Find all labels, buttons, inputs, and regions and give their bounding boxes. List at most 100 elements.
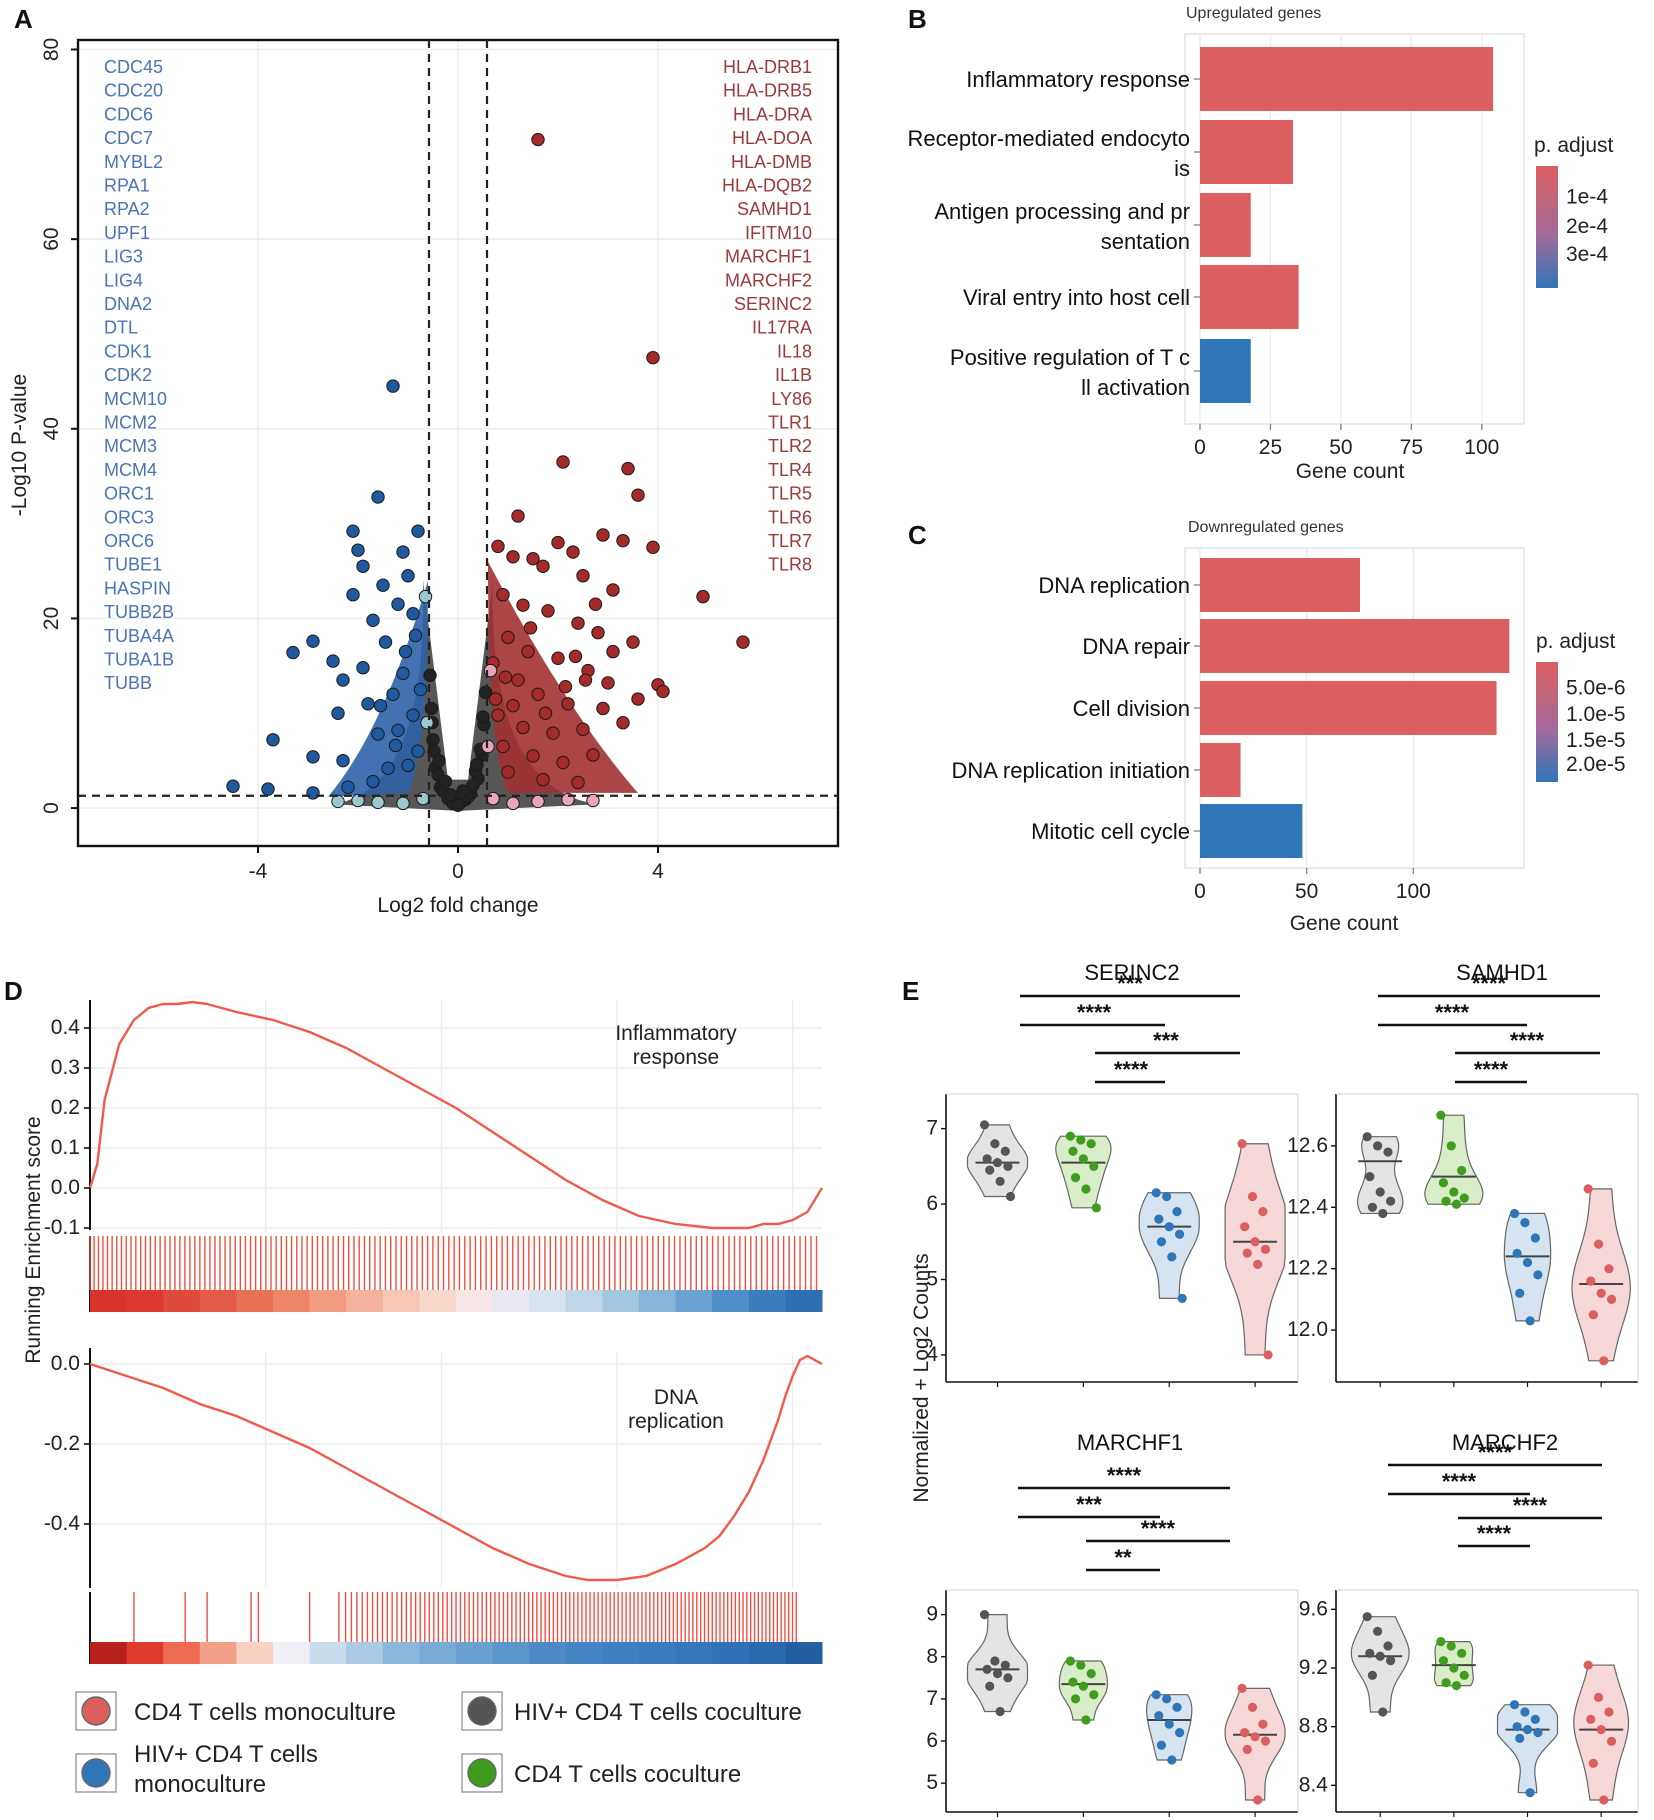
gsea-y-tick-label: 0.4 xyxy=(51,1016,81,1039)
down-gene-label: MCM10 xyxy=(104,389,167,409)
down-gene-label: RPA1 xyxy=(104,176,150,196)
volcano-point-up xyxy=(501,630,515,645)
violin-point xyxy=(1081,1715,1091,1725)
go-up-bars xyxy=(1200,47,1494,403)
violin-shape xyxy=(1055,1135,1112,1209)
violin-point xyxy=(1457,1165,1467,1176)
violin-point xyxy=(1606,1736,1617,1746)
volcano-up-cloud xyxy=(488,561,638,793)
violin-point xyxy=(1438,1656,1449,1666)
violin-y-tick-label: 8 xyxy=(926,1645,938,1668)
volcano-point-down xyxy=(413,682,428,697)
gsea-rank-cell xyxy=(602,1642,640,1664)
volcano-point-up xyxy=(506,550,520,564)
violin-point xyxy=(1522,1257,1533,1268)
violin-plots: Normalized + Log2 Counts SERINC2********… xyxy=(910,960,1639,1817)
violin-point xyxy=(1065,1131,1075,1141)
volcano-point-down xyxy=(351,543,365,557)
gsea-y-tick-label: 0.3 xyxy=(51,1056,80,1079)
violin-point xyxy=(1383,1147,1393,1157)
violin-point xyxy=(985,1165,995,1175)
significance-label: **** xyxy=(1114,1057,1149,1082)
violin-point xyxy=(1070,1694,1081,1704)
gsea-y-tick-label: -0.4 xyxy=(44,1512,81,1535)
significance-label: *** xyxy=(1153,1028,1179,1053)
violin-y-tick-label: 12.4 xyxy=(1287,1195,1328,1218)
volcano-point-up xyxy=(551,535,565,550)
go-down-legend-title: p. adjust xyxy=(1536,630,1616,653)
volcano-point-neutral xyxy=(456,784,470,798)
volcano-point-down xyxy=(411,744,425,758)
gsea-rank-cell xyxy=(382,1642,420,1664)
volcano-point-up xyxy=(491,708,505,722)
volcano-point-down xyxy=(356,661,370,675)
violin-point xyxy=(1583,1660,1593,1670)
violin-point xyxy=(990,1656,1000,1666)
violin-point xyxy=(1533,1727,1543,1738)
down-gene-label: CDK1 xyxy=(104,341,152,361)
volcano-point-down xyxy=(391,723,405,738)
violin-point xyxy=(1237,1139,1247,1149)
up-gene-label: IL17RA xyxy=(752,318,812,338)
volcano-point-down xyxy=(391,597,405,611)
volcano-point-up xyxy=(541,604,555,618)
go-category-label: Inflammatory response xyxy=(966,67,1190,92)
legend-label-hiv-monoculture-line1: HIV+ CD4 T cells xyxy=(134,1741,318,1768)
violin-point xyxy=(1586,1714,1596,1724)
volcano-point-neutral xyxy=(424,701,439,716)
violin-point xyxy=(1367,1670,1377,1680)
go-x-tick-label: 100 xyxy=(1464,436,1499,459)
up-gene-label: HLA-DRB5 xyxy=(723,81,812,101)
gsea-rank-cell xyxy=(382,1290,420,1312)
violin-point xyxy=(1530,1233,1540,1243)
violin-point xyxy=(1091,1203,1101,1213)
go-category-label: Receptor-mediated endocyto xyxy=(908,126,1191,151)
violin-point xyxy=(1000,1146,1010,1156)
violin-point xyxy=(1003,1161,1013,1171)
significance-label: **** xyxy=(1513,1493,1548,1518)
volcano-point-up xyxy=(511,509,525,523)
violin-point xyxy=(1000,1660,1010,1670)
up-gene-label: IFITM10 xyxy=(745,223,812,243)
volcano-plot: -4 0 4 0 20 40 60 80 Log2 fold change -Log10 P… xyxy=(8,38,840,917)
volcano-point-neutral xyxy=(438,774,453,789)
significance-label: **** xyxy=(1141,1516,1176,1541)
down-gene-label: MYBL2 xyxy=(104,152,163,172)
gsea-rank-cell xyxy=(492,1290,530,1312)
volcano-point-up xyxy=(561,697,575,711)
go-x-tick-label: 0 xyxy=(1194,880,1206,903)
go-category-label: is xyxy=(1174,156,1190,181)
up-gene-label: TLR8 xyxy=(768,555,812,575)
violin-point xyxy=(1065,1656,1075,1666)
volcano-y-label: -Log10 P-value xyxy=(8,374,31,516)
go-down-colorbar: p. adjust 5.0e-6 1.0e-5 1.5e-52.0e-5 xyxy=(1536,630,1626,782)
violin-point xyxy=(1596,1725,1606,1735)
volcano-point-up xyxy=(588,597,603,611)
violin-samhd1: SAMHD1****************12.612.412.212.0 xyxy=(1287,960,1639,1387)
gsea-rank-cell xyxy=(90,1642,128,1664)
violin-point xyxy=(1441,1678,1451,1688)
gsea-y-tick-label: 0.1 xyxy=(51,1136,80,1159)
go-category-label: Mitotic cell cycle xyxy=(1031,819,1190,844)
volcano-point-down xyxy=(306,786,320,800)
violin-point xyxy=(1586,1276,1596,1286)
volcano-point-down xyxy=(336,673,350,687)
gsea-y-tick-label: 0.2 xyxy=(51,1096,80,1119)
volcano-point-up xyxy=(506,698,520,713)
significance-label: ** xyxy=(1114,1545,1132,1570)
significance-label: **** xyxy=(1442,1469,1477,1494)
violin-point xyxy=(1436,1110,1446,1120)
go-down-title: Downregulated genes xyxy=(1188,519,1344,536)
down-gene-label: CDC45 xyxy=(104,57,163,77)
violin-point xyxy=(1604,1264,1614,1274)
volcano-point-neutral xyxy=(466,778,480,793)
volcano-point-up xyxy=(616,716,630,730)
down-gene-label: HASPIN xyxy=(104,578,171,598)
down-gene-label: TUBB2B xyxy=(104,602,174,622)
violin-point xyxy=(1441,1196,1451,1206)
violin-point xyxy=(1172,1207,1182,1217)
violin-point xyxy=(1372,1141,1383,1151)
violin-point xyxy=(1362,1612,1372,1622)
up-gene-label: TLR4 xyxy=(768,460,812,480)
violin-point xyxy=(1086,1139,1096,1149)
